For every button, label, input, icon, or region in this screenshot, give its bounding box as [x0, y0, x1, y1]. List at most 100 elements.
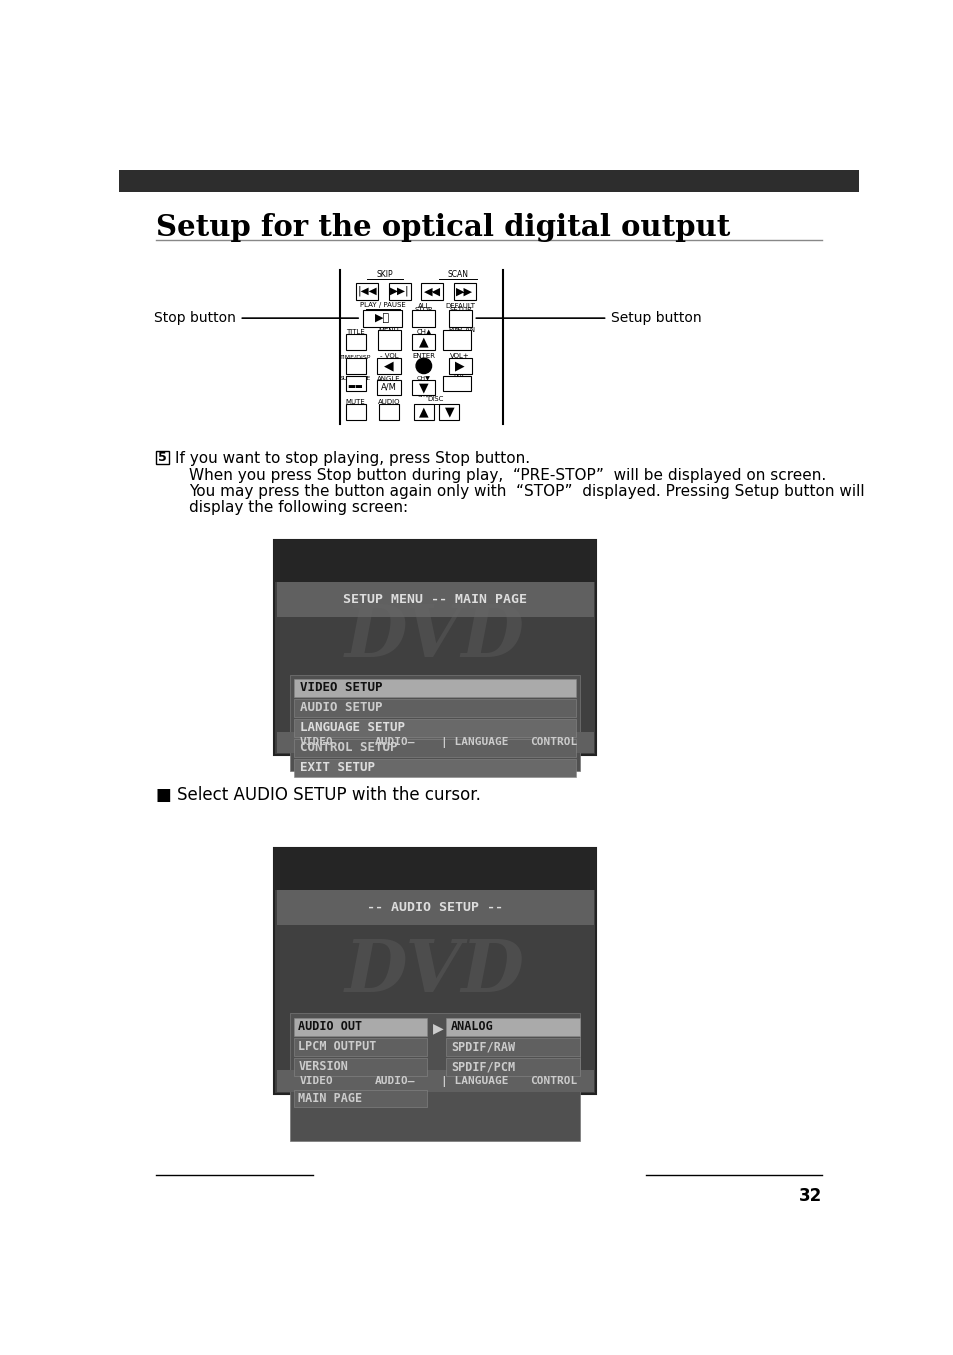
Bar [276, 583, 593, 617]
Bar [443, 375, 471, 392]
Bar [412, 335, 435, 350]
Text: ▼: ▼ [418, 381, 428, 394]
Text: TITLE: TITLE [346, 329, 365, 335]
Text: display the following screen:: display the following screen: [189, 500, 408, 515]
Text: AUDIO SETUP: AUDIO SETUP [299, 702, 382, 714]
Bar [119, 171, 858, 192]
Text: TIME/DISP: TIME/DISP [339, 354, 371, 359]
Bar [294, 679, 576, 696]
Bar [446, 1058, 579, 1076]
Text: CH▼: CH▼ [417, 393, 430, 397]
Text: MENU: MENU [380, 336, 398, 340]
Text: If you want to stop playing, press Stop button.: If you want to stop playing, press Stop … [174, 451, 530, 466]
Text: SETUP MENU -- MAIN PAGE: SETUP MENU -- MAIN PAGE [343, 593, 526, 607]
Text: ▬▬: ▬▬ [348, 382, 363, 392]
Bar [294, 1089, 427, 1107]
Bar [412, 310, 435, 327]
Text: CH▼: CH▼ [416, 375, 431, 381]
Text: AUDIO OUT: AUDIO OUT [298, 1020, 362, 1033]
Bar [363, 310, 402, 327]
Bar [345, 375, 365, 392]
Bar [290, 1014, 579, 1141]
Bar [345, 335, 365, 350]
Text: Setup for the optical digital output: Setup for the optical digital output [155, 213, 729, 241]
Text: | LANGUAGE: | LANGUAGE [440, 737, 508, 748]
Bar [274, 539, 596, 756]
Bar [345, 358, 365, 374]
Bar [276, 732, 593, 753]
Text: ◀◀: ◀◀ [423, 286, 440, 297]
Text: CONTROL SETUP: CONTROL SETUP [299, 741, 396, 755]
Bar [377, 329, 401, 350]
Text: ◀: ◀ [384, 359, 394, 373]
Text: TX: TX [452, 383, 461, 389]
Bar [414, 404, 434, 420]
Bar [412, 379, 435, 396]
Text: - VOL: - VOL [379, 352, 397, 359]
Text: MAIN PAGE: MAIN PAGE [298, 1092, 362, 1104]
Text: VERSION: VERSION [298, 1060, 348, 1073]
Bar [345, 404, 365, 420]
Text: PLAY / PAUSE: PLAY / PAUSE [359, 302, 405, 308]
Text: CH▲: CH▲ [416, 328, 431, 335]
Text: V-SEL: V-SEL [380, 343, 398, 348]
Text: SKIP: SKIP [376, 270, 393, 279]
Text: CONTROL: CONTROL [530, 737, 577, 748]
Bar [294, 1038, 427, 1056]
Bar [421, 283, 443, 299]
Bar [356, 283, 377, 299]
Text: MUTE: MUTE [345, 400, 365, 405]
Text: ▼: ▼ [444, 405, 454, 419]
Text: LANGUAGE SETUP: LANGUAGE SETUP [299, 721, 404, 734]
Text: SCAN: SCAN [448, 343, 465, 348]
Bar [439, 404, 459, 420]
Text: 32: 32 [798, 1187, 821, 1205]
Text: ANALOG: ANALOG [451, 1020, 494, 1033]
Text: SUB-TITLE: SUB-TITLE [339, 377, 371, 382]
Bar [389, 283, 410, 299]
Text: VIDEO: VIDEO [299, 737, 333, 748]
Bar [290, 675, 579, 771]
Text: ALL: ALL [417, 302, 430, 309]
Text: -- AUDIO SETUP --: -- AUDIO SETUP -- [367, 901, 502, 915]
Text: |◀◀: |◀◀ [357, 286, 376, 297]
Text: ▶: ▶ [433, 1022, 443, 1035]
Text: DEFAULT: DEFAULT [445, 302, 475, 309]
Text: CONTROL: CONTROL [530, 1076, 577, 1087]
Text: ▶: ▶ [455, 359, 464, 373]
Bar [276, 890, 593, 925]
Bar [446, 1018, 579, 1035]
Bar [454, 283, 476, 299]
Text: SPDIF/RAW: SPDIF/RAW [451, 1041, 515, 1053]
Bar [446, 1038, 579, 1056]
Text: ENTER: ENTER [412, 352, 435, 359]
Text: SCAN: SCAN [456, 327, 476, 333]
Bar [448, 310, 472, 327]
Text: DVD: DVD [345, 935, 524, 1007]
Text: ■ Select AUDIO SETUP with the cursor.: ■ Select AUDIO SETUP with the cursor. [155, 786, 480, 805]
Text: AUDIO̶: AUDIO̶ [375, 737, 416, 748]
Text: 5: 5 [158, 451, 167, 463]
Bar [294, 740, 576, 757]
Bar [155, 451, 169, 463]
Text: DVD: DVD [345, 602, 524, 672]
Bar [294, 1018, 427, 1035]
Text: STOP: STOP [415, 308, 433, 313]
Text: LPCM OUTPUT: LPCM OUTPUT [298, 1041, 376, 1053]
Text: Setup button: Setup button [611, 312, 701, 325]
Circle shape [416, 358, 431, 374]
Bar [294, 759, 576, 776]
Text: SPDIF/PCM: SPDIF/PCM [451, 1060, 515, 1073]
Text: ANGLE: ANGLE [376, 375, 400, 382]
Text: VIDEO: VIDEO [299, 1076, 333, 1087]
Bar [377, 358, 400, 374]
Text: ▶⏸: ▶⏸ [375, 313, 390, 322]
Text: AUDIO: AUDIO [377, 400, 399, 405]
Bar [294, 720, 576, 737]
Text: A/M: A/M [380, 383, 396, 392]
Text: | LANGUAGE: | LANGUAGE [440, 1076, 508, 1087]
Bar [274, 848, 596, 1095]
Text: When you press Stop button during play,  “PRE-STOP”  will be displayed on screen: When you press Stop button during play, … [189, 467, 825, 482]
Text: You may press the button again only with  “STOP”  displayed. Pressing Setup butt: You may press the button again only with… [189, 484, 863, 499]
Bar [448, 358, 472, 374]
